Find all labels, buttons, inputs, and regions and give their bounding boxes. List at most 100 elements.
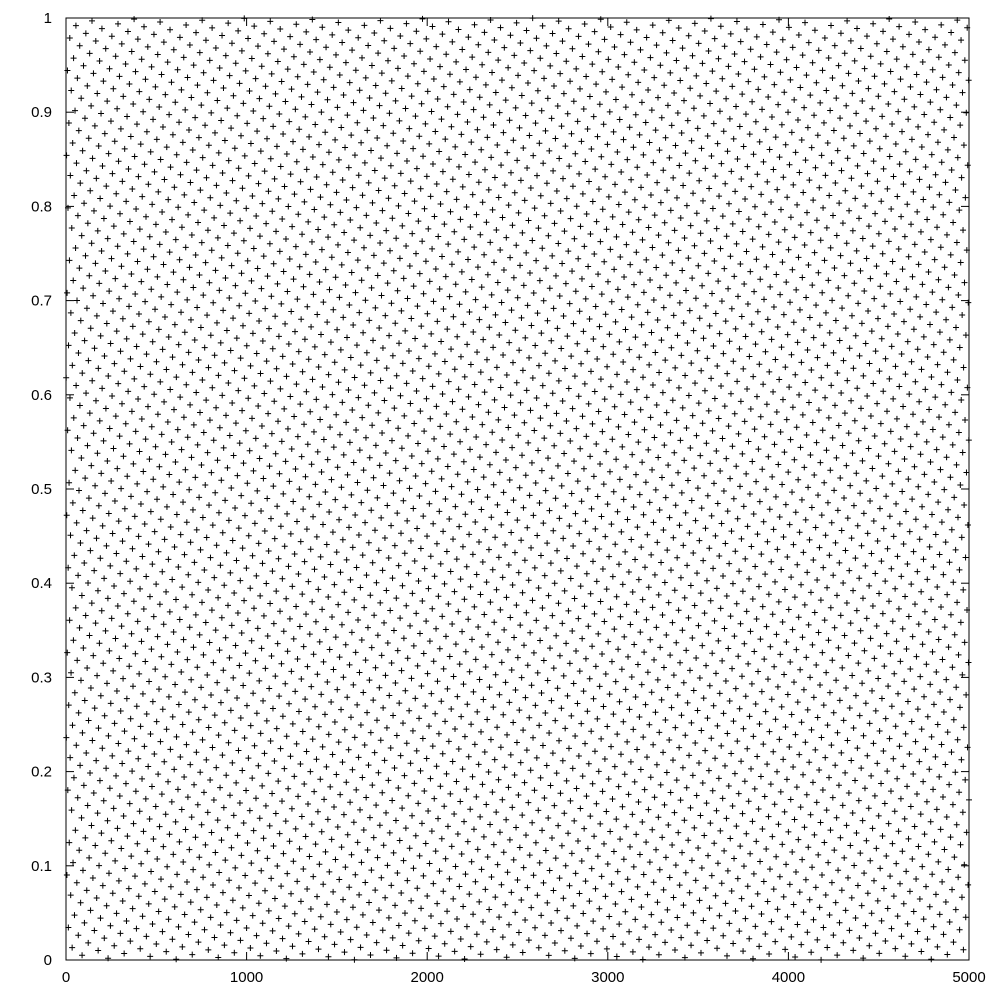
data-point: [518, 897, 525, 904]
data-point: [383, 587, 390, 594]
data-point: [729, 443, 736, 450]
data-point: [807, 589, 814, 596]
data-point: [115, 740, 122, 747]
data-point: [846, 345, 853, 352]
data-point: [508, 84, 515, 91]
data-point: [851, 640, 858, 647]
data-point: [866, 720, 873, 727]
data-point: [584, 485, 591, 492]
data-point: [154, 411, 161, 418]
data-point: [391, 182, 398, 189]
data-point: [706, 322, 713, 329]
data-point: [941, 264, 948, 271]
data-point: [348, 491, 355, 498]
data-point: [287, 753, 294, 760]
data-point: [101, 352, 108, 359]
data-point: [131, 513, 138, 520]
data-point: [259, 920, 266, 927]
data-point: [766, 146, 773, 153]
data-point: [771, 441, 778, 448]
data-point: [277, 26, 284, 33]
data-point: [796, 751, 803, 758]
data-point: [313, 36, 320, 43]
data-point: [806, 536, 813, 543]
data-point: [267, 737, 274, 744]
data-point: [166, 111, 173, 118]
data-point: [390, 712, 397, 719]
data-point: [864, 170, 871, 177]
data-point: [369, 919, 376, 926]
data-point: [322, 266, 329, 273]
data-point: [442, 718, 449, 725]
data-point: [831, 487, 838, 494]
data-point: [917, 811, 924, 818]
data-point: [339, 759, 346, 766]
data-point: [239, 545, 246, 552]
data-point: [817, 819, 824, 826]
data-point: [251, 382, 258, 389]
data-point: [570, 902, 577, 909]
data-point: [912, 738, 919, 745]
data-point: [939, 793, 946, 800]
data-point: [336, 516, 343, 523]
data-point: [962, 554, 969, 561]
data-point: [919, 281, 926, 288]
data-point: [546, 285, 553, 292]
data-point: [99, 745, 106, 752]
data-point: [334, 824, 341, 831]
data-point: [325, 731, 332, 738]
data-point: [407, 400, 414, 407]
data-point: [333, 771, 340, 778]
data-point: [830, 572, 837, 579]
data-point: [803, 72, 810, 79]
data-point: [321, 933, 328, 940]
data-point: [608, 880, 615, 887]
data-point: [409, 950, 416, 957]
data-point: [557, 70, 564, 77]
data-point: [661, 442, 668, 449]
data-point: [408, 675, 415, 682]
data-point: [412, 472, 419, 479]
data-point: [631, 641, 638, 648]
data-point: [876, 590, 883, 597]
data-point: [274, 280, 281, 287]
data-point: [648, 911, 655, 918]
data-point: [586, 178, 593, 185]
data-point: [836, 697, 843, 704]
data-point: [84, 802, 91, 809]
data-point: [432, 488, 439, 495]
data-point: [89, 17, 96, 24]
data-point: [342, 641, 349, 648]
data-point: [416, 270, 423, 277]
data-point: [850, 725, 857, 732]
data-point: [377, 155, 384, 162]
data-point: [122, 420, 129, 427]
data-point: [611, 266, 618, 273]
data-point: [394, 287, 401, 294]
data-point: [740, 948, 747, 955]
data-point: [334, 464, 341, 471]
data-point: [663, 632, 670, 639]
data-point: [538, 689, 545, 696]
data-point: [819, 67, 826, 74]
data-point: [514, 876, 521, 883]
data-point: [173, 733, 180, 740]
data-point: [199, 514, 206, 521]
data-point: [866, 942, 873, 949]
data-point: [681, 457, 688, 464]
data-point: [798, 941, 805, 948]
data-point: [753, 616, 760, 623]
data-point: [387, 162, 394, 169]
data-point: [184, 74, 191, 81]
data-point: [156, 103, 163, 110]
data-point: [533, 617, 540, 624]
data-point: [758, 688, 765, 695]
data-point: [262, 305, 269, 312]
data-point: [254, 265, 261, 272]
data-point: [169, 354, 176, 361]
data-point: [729, 665, 736, 672]
data-point: [245, 755, 252, 762]
data-point: [684, 477, 691, 484]
data-point: [559, 397, 566, 404]
data-point: [165, 196, 172, 203]
